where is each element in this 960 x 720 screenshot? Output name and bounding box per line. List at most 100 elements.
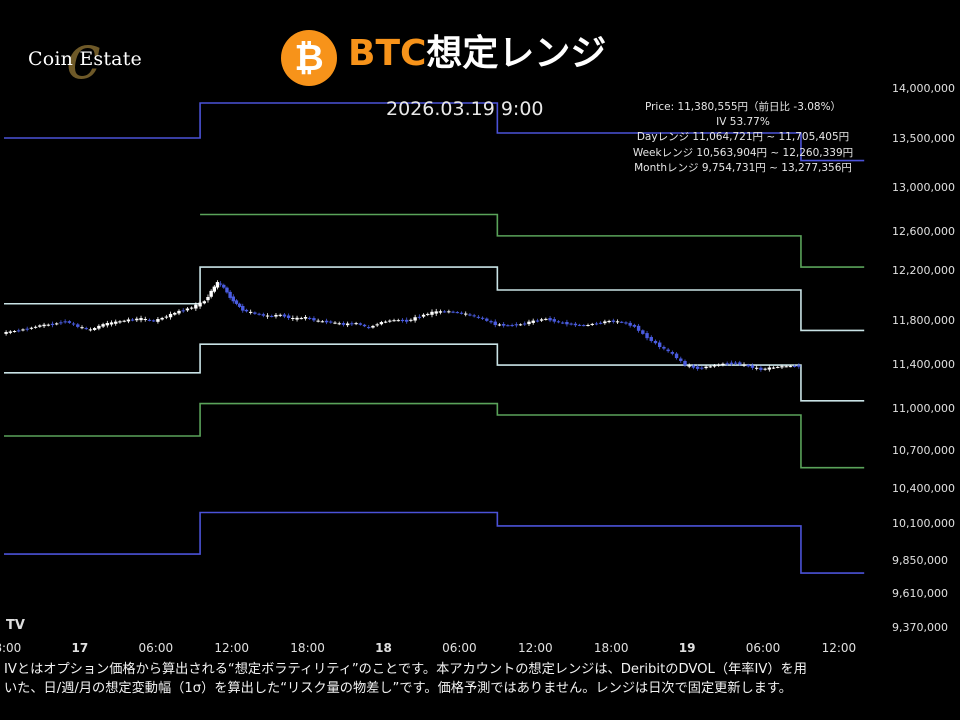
candle-body [209, 290, 213, 297]
candle-body [653, 340, 658, 344]
candle-body [63, 321, 67, 323]
candle-body [50, 323, 55, 326]
candle-body [185, 308, 190, 311]
candle-body [780, 366, 784, 368]
candle-body [130, 319, 135, 321]
candle-body [704, 366, 708, 369]
candle-body [729, 362, 734, 364]
tradingview-logo: TV [6, 618, 25, 633]
candle-body [582, 325, 586, 327]
candle-body [109, 322, 114, 325]
x-tick-label: 06:00 [139, 641, 174, 655]
candle-body [118, 321, 122, 323]
candle-body [590, 323, 594, 325]
candle-body [797, 365, 801, 367]
candle-body [641, 330, 645, 334]
candle-body [565, 321, 569, 325]
y-tick-label: 12,200,000 [892, 264, 955, 277]
candle-body [569, 323, 573, 325]
candle-body [71, 323, 76, 325]
candle-body [628, 322, 632, 326]
candle-body [383, 321, 388, 323]
candle-body [231, 296, 235, 302]
candle-body [552, 319, 556, 322]
y-axis: 14,000,000 13,500,000 13,000,000 12,600,000… [892, 82, 955, 634]
candle-body [784, 366, 788, 368]
y-tick-label: 9,610,000 [892, 587, 948, 600]
candle-body [738, 362, 742, 365]
candle-body [700, 367, 704, 369]
x-axis: 18:00 17 06:00 12:00 18:00 18 06:00 12:00 18:00 1… [0, 641, 856, 655]
price-candles [4, 280, 801, 372]
candle-body [708, 366, 712, 368]
candle-body [674, 353, 679, 359]
candle-body [84, 328, 88, 330]
x-tick-label: 18:00 [0, 641, 21, 655]
candle-body [510, 325, 514, 327]
candle-body [160, 317, 164, 320]
candle-body [417, 316, 422, 318]
candle-body [181, 310, 185, 312]
candle-body [329, 321, 333, 323]
candle-body [29, 327, 34, 329]
candle-body [67, 321, 72, 323]
title-rest: 想定レンジ [426, 33, 607, 74]
candle-body [586, 325, 590, 327]
candle-body [244, 309, 249, 312]
x-tick-label: 18 [375, 641, 392, 655]
y-tick-label: 9,850,000 [892, 554, 948, 567]
candle-body [206, 296, 210, 301]
candle-body [21, 329, 25, 331]
y-tick-label: 14,000,000 [892, 82, 955, 95]
y-tick-label: 11,400,000 [892, 358, 955, 371]
candle-body [228, 291, 232, 298]
candle-body [345, 323, 350, 326]
candle-body [645, 333, 649, 339]
candle-body [480, 317, 485, 319]
candle-body [388, 320, 392, 322]
candle-body [400, 319, 405, 322]
candle-body [126, 319, 131, 322]
candle-body [788, 366, 793, 368]
candle-body [354, 323, 358, 325]
candle-body [274, 314, 278, 317]
report-date: 2026.03.19 9:00 [386, 98, 544, 120]
candle-body [156, 319, 160, 322]
candle-body [168, 313, 173, 318]
candle-body [712, 365, 717, 367]
candle-body [358, 323, 363, 325]
footer-line-1: IVとはオプション価格から算出される“想定ボラティリティ”のことです。本アカウン… [4, 662, 807, 677]
candle-body [535, 320, 540, 322]
candle-body [261, 314, 266, 316]
candle-body [237, 303, 242, 307]
candle-body [25, 328, 29, 330]
candle-body [173, 312, 177, 315]
candle-body [459, 312, 464, 314]
candle-body [265, 315, 270, 317]
title-accent: BTC [348, 33, 427, 74]
candle-body [447, 311, 451, 313]
candle-body [257, 313, 261, 315]
candle-body [337, 323, 341, 325]
range-line-month-lower [4, 511, 865, 574]
candle-body [253, 312, 257, 314]
candle-body [426, 313, 430, 315]
candle-body [742, 364, 746, 366]
candle-body [105, 323, 110, 326]
candle-body [620, 321, 624, 323]
y-tick-label: 10,400,000 [892, 482, 955, 495]
candle-body [754, 367, 759, 369]
info-week-range: Weekレンジ 10,563,904円 ~ 12,260,339円 [632, 146, 854, 159]
candle-body [404, 319, 409, 322]
candle-body [151, 320, 156, 322]
candle-body [657, 342, 662, 348]
candle-body [451, 311, 455, 313]
footer-line-2: いた、日/週/月の想定変動幅（1σ）を算出した“リスク量の物差し”です。価格予測… [4, 681, 792, 696]
x-tick-label: 18:00 [290, 641, 325, 655]
candle-body [679, 358, 683, 361]
candle-body [531, 320, 535, 323]
candle-body [695, 366, 700, 369]
range-lines [4, 102, 865, 574]
candle-body [135, 318, 139, 321]
